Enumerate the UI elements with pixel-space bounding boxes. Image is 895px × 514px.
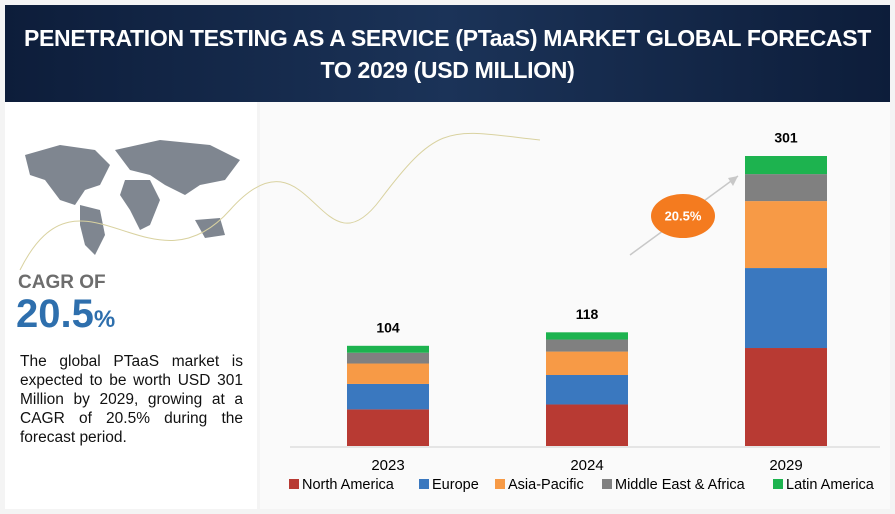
bar-segment <box>546 339 628 352</box>
bar-segment <box>546 332 628 340</box>
header: PENETRATION TESTING AS A SERVICE (PTaaS)… <box>5 5 890 102</box>
bar-segment <box>347 383 429 410</box>
x-tick-label: 2024 <box>570 457 603 474</box>
decor-line <box>19 132 541 271</box>
description: The global PTaaS market is expected to b… <box>20 353 243 446</box>
legend-label: Middle East & Africa <box>615 477 746 493</box>
bar-segment <box>745 174 827 202</box>
bar-segment <box>546 351 628 375</box>
total-label: 118 <box>576 306 599 322</box>
bar-segment <box>745 156 827 175</box>
legend-swatch <box>602 479 612 489</box>
x-tick-label: 2023 <box>371 457 404 474</box>
legend-label: Asia-Pacific <box>508 477 584 493</box>
bar-segment <box>745 268 827 349</box>
bar-segment <box>347 409 429 446</box>
world-map <box>25 140 240 255</box>
bar-segment <box>745 348 827 446</box>
legend-swatch <box>773 479 783 489</box>
legend-label: Europe <box>432 477 479 493</box>
legend-swatch <box>419 479 429 489</box>
total-label: 104 <box>376 320 400 336</box>
bar-segment <box>347 352 429 364</box>
total-label: 301 <box>774 130 798 146</box>
growth-label: 20.5% <box>665 208 702 223</box>
cagr-value: 20.5% <box>16 292 115 337</box>
cagr-label: CAGR OF <box>18 272 106 293</box>
bar-segment <box>745 201 827 269</box>
bar-segment <box>347 345 429 353</box>
x-tick-label: 2029 <box>769 457 802 474</box>
growth-bubble <box>651 194 715 238</box>
bar-segment <box>546 404 628 446</box>
bar-segment <box>347 363 429 384</box>
legend-label: North America <box>302 477 395 493</box>
cagr-unit: % <box>93 306 116 333</box>
legend-swatch <box>495 479 505 489</box>
arrow-head <box>728 176 738 186</box>
legend-swatch <box>289 479 299 489</box>
cagr-number: 20.5 <box>16 292 94 336</box>
legend-label: Latin America <box>786 477 875 493</box>
bar-segment <box>546 374 628 405</box>
chart-title: PENETRATION TESTING AS A SERVICE (PTaaS)… <box>23 24 872 83</box>
